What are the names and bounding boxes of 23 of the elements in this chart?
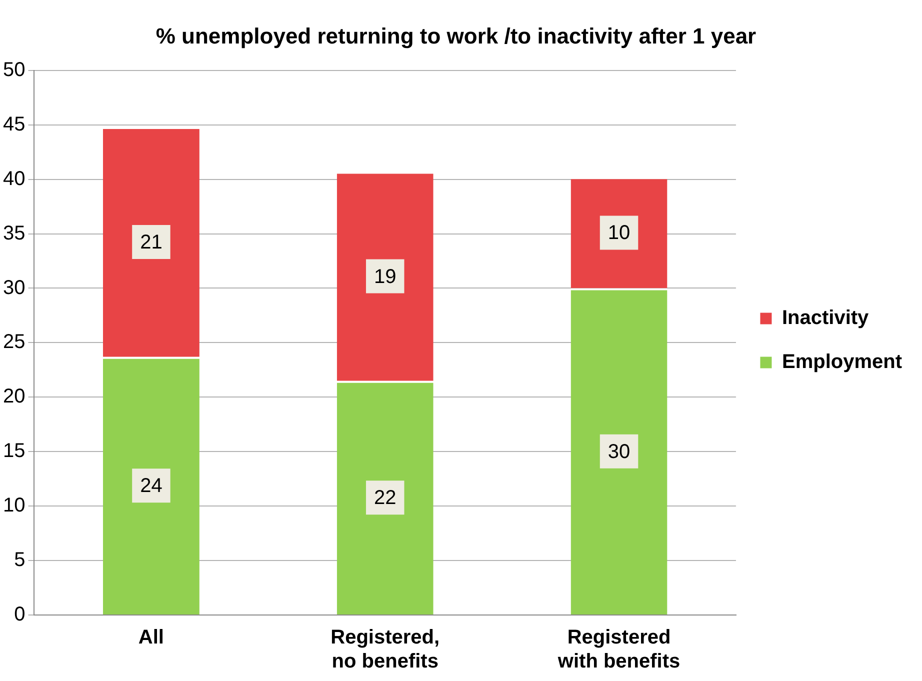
- y-tick-label: 50: [2, 58, 26, 81]
- y-tick-label: 45: [2, 113, 26, 136]
- chart-title: % unemployed returning to work /to inactivity after 1 year: [156, 23, 757, 48]
- data-label: 10: [608, 222, 630, 244]
- y-tick-label: 25: [2, 331, 26, 354]
- y-tick-label: 30: [2, 276, 26, 299]
- data-label: 19: [374, 266, 396, 288]
- data-label: 24: [140, 475, 162, 498]
- x-tick-label: Registered, no benefits: [330, 626, 440, 673]
- legend-label: Employment: [782, 351, 902, 374]
- x-tick-label: Registered with benefits: [556, 626, 680, 673]
- y-tick-label: 10: [2, 494, 26, 517]
- legend-label: Inactivity: [782, 307, 870, 330]
- y-tick-label: 35: [2, 222, 26, 244]
- y-tick-label: 15: [2, 440, 26, 462]
- data-label: 30: [608, 440, 630, 463]
- data-label: 21: [140, 231, 162, 254]
- data-label: 22: [374, 487, 396, 510]
- y-tick-label: 5: [14, 549, 26, 572]
- y-tick-label: 0: [14, 604, 26, 626]
- x-tick-label: All: [138, 626, 164, 649]
- y-tick-label: 20: [2, 386, 26, 408]
- y-tick-label: 40: [2, 168, 26, 190]
